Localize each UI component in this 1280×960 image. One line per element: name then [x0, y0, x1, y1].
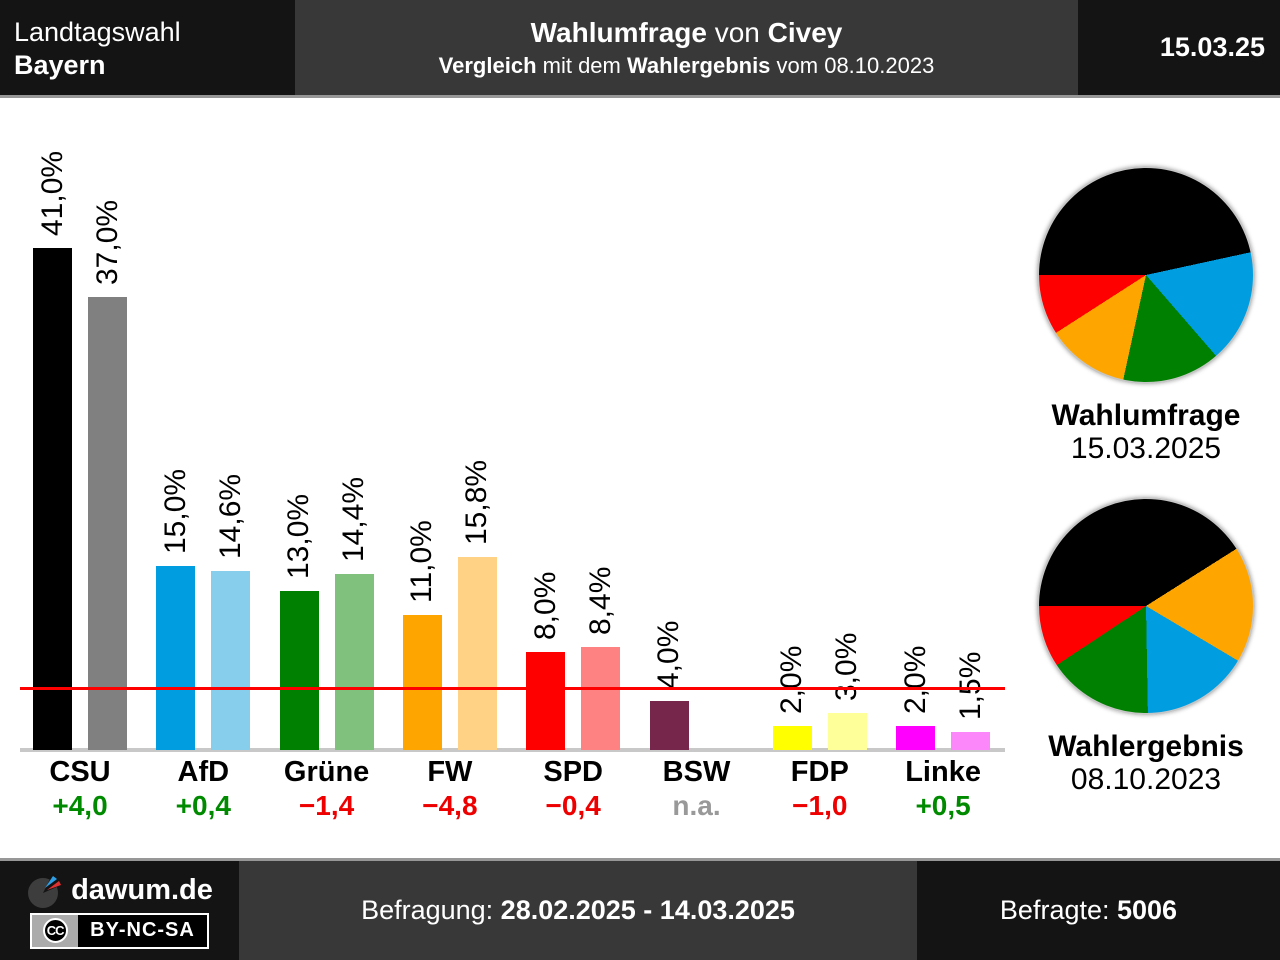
- text-run: 5006: [1117, 895, 1178, 925]
- bar-fdp-result: [827, 713, 867, 750]
- bar-linke-poll: [896, 726, 936, 750]
- bar-spd-poll: [526, 652, 566, 750]
- text-run: Civey: [767, 17, 843, 48]
- text-run: Vergleich: [438, 53, 537, 78]
- bar-spd-result: [581, 647, 621, 750]
- election-type: Landtagswahl: [14, 17, 181, 47]
- bar-bsw-poll: [649, 701, 689, 750]
- bar-value-fdp-poll: 2,0%: [775, 645, 809, 714]
- party-label-fdp: FDP: [790, 756, 849, 788]
- cc-icon: CC: [32, 914, 79, 947]
- bar-value-csu-result: 37,0%: [90, 199, 124, 285]
- party-diff-linke: +0,5: [915, 790, 971, 821]
- text-run: mit dem: [536, 53, 627, 78]
- party-label-linke: Linke: [905, 756, 981, 788]
- text-run: von: [706, 17, 768, 48]
- pie-title: Wahlumfrage: [1051, 399, 1241, 432]
- header-election-box: Landtagswahl Bayern: [0, 0, 295, 95]
- bar-value-spd-poll: 8,0%: [528, 571, 562, 640]
- bar-gr-ne-result: [334, 574, 374, 750]
- pie-date: 08.10.2023: [1070, 763, 1222, 796]
- bar-fw-poll: [402, 615, 442, 750]
- bar-fw-result: [457, 557, 497, 750]
- bar-gr-ne-poll: [279, 591, 319, 750]
- respondents-count: Befragte: 5006: [1000, 895, 1177, 926]
- party-diff-gr-ne: −1,4: [298, 790, 355, 821]
- header: Landtagswahl Bayern Wahlumfrage von Cive…: [0, 0, 1280, 98]
- threshold-line: [20, 687, 1005, 690]
- bar-csu-poll: [33, 248, 72, 750]
- license-name: BY-NC-SA: [90, 919, 195, 941]
- header-date-box: 15.03.25: [1078, 0, 1280, 95]
- footer-respondents-box: Befragte: 5006: [917, 861, 1280, 960]
- pie-caption-wahlumfrage: Wahlumfrage 15.03.2025: [986, 399, 1280, 465]
- party-label-gr-ne: Grüne: [283, 756, 370, 788]
- brand-name: dawum.de: [71, 874, 213, 906]
- text-run: 28.02.2025 - 14.03.2025: [500, 895, 795, 925]
- bar-value-gr-ne-poll: 13,0%: [282, 493, 316, 579]
- text-run: Wahlumfrage: [530, 17, 707, 48]
- bar-afd-poll: [156, 566, 196, 750]
- party-diff-csu: +4,0: [52, 790, 108, 821]
- pie-date: 15.03.2025: [1070, 432, 1222, 465]
- party-diff-afd: +0,4: [175, 790, 231, 821]
- bar-value-fw-poll: 11,0%: [405, 520, 439, 603]
- license-badge: CC BY-NC-SA: [30, 912, 209, 949]
- header-title-box: Wahlumfrage von Civey Vergleich mit dem …: [295, 0, 1078, 95]
- bar-value-fdp-result: 3,0%: [830, 632, 864, 701]
- bar-csu-result: [88, 297, 127, 750]
- text-run: vom 08.10.2023: [770, 53, 935, 78]
- bar-value-bsw-poll: 4,0%: [652, 620, 685, 689]
- bar-value-linke-result: 1,5%: [953, 651, 987, 720]
- bar-value-gr-ne-result: 14,4%: [337, 476, 371, 562]
- text-run: Befragung:: [361, 895, 501, 925]
- party-label-spd: SPD: [543, 756, 603, 788]
- party-label-csu: CSU: [49, 756, 111, 788]
- bar-value-csu-poll: 41,0%: [35, 150, 69, 236]
- party-label-bsw: BSW: [662, 756, 731, 788]
- survey-period: Befragung: 28.02.2025 - 14.03.2025: [361, 895, 795, 926]
- x-axis-line: [20, 748, 1005, 752]
- pie-wahlergebnis: [1037, 497, 1255, 715]
- pie-caption-wahlergebnis: Wahlergebnis 08.10.2023: [986, 730, 1280, 796]
- election-region: Bayern: [14, 50, 106, 80]
- poll-subtitle: Vergleich mit dem Wahlergebnis vom 08.10…: [295, 51, 1078, 81]
- bar-value-afd-result: 14,6%: [213, 473, 247, 559]
- brand-row: dawum.de: [26, 873, 213, 909]
- poll-title: Wahlumfrage von Civey: [295, 15, 1078, 51]
- dawum-logo-icon: [28, 875, 62, 908]
- bar-linke-result: [951, 732, 991, 750]
- party-label-afd: AfD: [177, 756, 230, 788]
- party-diff-fw: −4,8: [422, 790, 478, 821]
- bar-value-spd-result: 8,4%: [583, 566, 617, 635]
- party-label-fw: FW: [427, 756, 473, 788]
- bar-value-fw-result: 15,8%: [460, 459, 494, 545]
- footer-survey-box: Befragung: 28.02.2025 - 14.03.2025: [239, 861, 917, 960]
- bar-afd-result: [211, 571, 251, 750]
- bar-value-afd-poll: 15,0%: [158, 468, 192, 554]
- footer-brand-box: dawum.de CC BY-NC-SA: [0, 861, 239, 960]
- text-run: Befragte:: [999, 895, 1117, 925]
- pie-title: Wahlergebnis: [1048, 730, 1244, 763]
- party-diff-spd: −0,4: [545, 790, 601, 821]
- bar-fdp-poll: [772, 726, 812, 750]
- party-diff-bsw: n.a.: [672, 790, 721, 821]
- pie-wahlumfrage: [1037, 166, 1255, 384]
- party-diff-fdp: −1,0: [792, 790, 848, 821]
- poll-date: 15.03.25: [1159, 32, 1265, 62]
- footer: dawum.de CC BY-NC-SA Befragung: 28.02.20…: [0, 858, 1280, 960]
- text-run: Wahlergebnis: [626, 53, 771, 78]
- bar-value-linke-poll: 2,0%: [898, 645, 932, 714]
